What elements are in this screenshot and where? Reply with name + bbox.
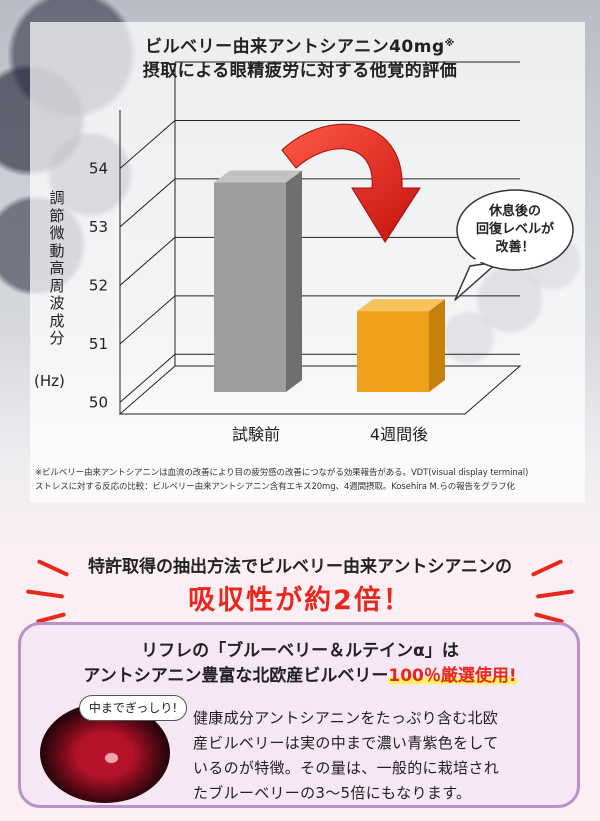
y-tick-label: 53 [89, 218, 108, 236]
y-tick-label: 54 [89, 159, 108, 177]
gridline-diagonal [119, 120, 176, 169]
x-tick-label: 4週間後 [370, 425, 428, 444]
bar-1 [214, 170, 302, 392]
chart-floor [118, 365, 522, 415]
gridline-diagonal [119, 295, 176, 345]
y-axis-unit: (Hz) [34, 372, 65, 390]
bar-chart: 50 51 52 53 54 試験前 4週間後 [89, 61, 574, 444]
bar-top [357, 299, 445, 312]
bars [214, 170, 445, 392]
bar-side [286, 170, 302, 392]
bar-top [214, 170, 302, 183]
gridline-diagonal [119, 237, 176, 286]
decrease-arrow-icon [281, 123, 421, 243]
x-tick-labels: 試験前 4週間後 [232, 425, 428, 444]
card-highlight: 100％厳選使用! [388, 666, 517, 686]
claim-line1: 特許取得の抽出方法でビルベリー由来アントシアニンの [88, 557, 512, 577]
card-body: 健康成分アントシアニンをたっぷり含む北欧 産ビルベリーは実の中まで濃い青紫色をし… [193, 709, 500, 802]
y-tick-label: 52 [89, 276, 108, 294]
card-heading-line2: アントシアニン豊富な北欧産ビルベリー100％厳選使用! [83, 666, 517, 686]
y-tick-label: 51 [89, 335, 108, 353]
gridline-diagonal [119, 353, 176, 403]
y-tick-labels: 50 51 52 53 54 [89, 159, 108, 411]
claim-line2: 吸収性が約2倍！ [188, 585, 412, 616]
chart-title-line2: 摂取による眼精疲労に対する他覚的評価 [142, 61, 458, 81]
bar-side [429, 299, 445, 392]
card-heading-line1: リフレの「ブルーベリー＆ルテインα」は [141, 641, 459, 661]
berry-tag: 中までぎっしり! [79, 695, 187, 721]
bar-front [357, 311, 429, 392]
bar-2 [357, 299, 445, 392]
footnote: ※ビルベリー由来アントシアニンは血流の改善により目の疲労感の改善につながる効果報… [35, 468, 529, 492]
y-axis-label: 調節微動高周波成分 [49, 189, 65, 347]
callout-bubble-icon [454, 189, 574, 301]
y-tick-label: 50 [89, 393, 108, 411]
bar-front [214, 182, 286, 392]
x-tick-label: 試験前 [232, 425, 280, 444]
gridline-diagonal [119, 178, 176, 228]
chart-title-line1: ビルベリー由来アントシアニン40mg※ [145, 37, 455, 57]
callout-text: 休息後の 回復レベルが 改善！ [475, 204, 554, 255]
